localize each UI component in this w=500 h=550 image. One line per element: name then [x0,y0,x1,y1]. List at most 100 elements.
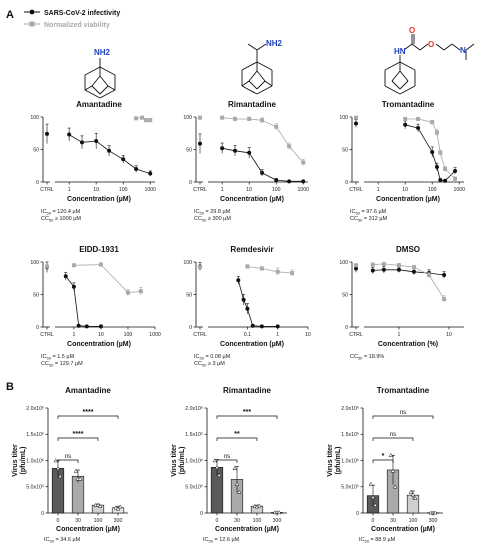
dose-tromantadine-ytick-50: 50 [342,147,348,153]
dose-amantadine-viability-point [134,116,139,121]
titer-rimantadine-xtick-0: 0 [216,518,219,524]
dose-rimantadine-ytick-0: 0 [189,180,192,186]
amantadine-structure: NH2 [84,48,116,99]
dose-tromantadine-axes [351,117,464,183]
tromantadine-hn-label: HN [394,47,406,56]
titer-rimantadine-xlabel: Concentration (µM) [215,526,279,533]
panel-b-label: B [6,381,14,393]
dose-amantadine-xtick-1: 1 [68,187,71,193]
titer-amantadine-ytick-0: 0 [41,511,44,517]
titer-amantadine-point-0 [57,473,63,478]
dose-eidd-1931-plot: EIDD-1931 0 50 100 CTRL 1 10 100 1000 Concentrati… [30,245,161,368]
dose-tromantadine-title: Tromantadine [382,100,435,109]
titer-tromantadine-xlabel: Concentration (µM) [371,526,435,533]
dose-dmso-viability-point [381,261,386,266]
titer-rimantadine-plot: Rimantadine 0 5.0x10⁵ 1.0x10⁶ 1.5x10⁶ 2.0x10⁶… [171,386,287,544]
tromantadine-amine-n-label: N [460,46,466,55]
titer-amantadine-comparison-label-0: ns [65,454,71,460]
tromantadine-ether-o-label: O [428,40,434,49]
dose-tromantadine-viability-point [354,115,358,120]
titer-amantadine-ytick-2: 1.0x10⁶ [26,458,44,464]
titer-rimantadine-xtick-100: 100 [253,518,262,524]
titer-rimantadine-ytick-4: 2.0x10⁶ [185,406,203,412]
dose-amantadine-xtick-10: 10 [93,187,99,193]
dose-dmso-xtick-ctrl: CTRL [349,332,363,338]
dose-eidd-1931-viability-point [138,289,143,294]
dose-remdesivir-footnote-1: CC50 ≥ 3 µM [194,361,225,368]
titer-tromantadine-xtick-30: 30 [390,518,396,524]
titer-rimantadine-comparison-bracket-2 [216,415,278,419]
dose-dmso-viability-point [442,297,447,302]
titer-tromantadine-point-30 [388,452,394,457]
titer-rimantadine-comparison-label-2: *** [243,409,251,416]
dose-amantadine-title: Amantadine [76,100,122,109]
dose-tromantadine-infectivity-point [438,178,443,183]
dose-rimantadine-xtick-1000: 1000 [297,187,309,193]
dose-rimantadine-footnote-1: CC50 ≥ 300 µM [194,216,231,223]
titer-amantadine-xtick-100: 100 [94,518,103,524]
dose-tromantadine-xlabel: Concentration (µM) [376,196,440,203]
dose-rimantadine-viability-curve [222,117,304,163]
dose-dmso-viability-point [370,262,375,267]
dose-dmso-infectivity-point [396,267,401,272]
tromantadine-carbonyl-o-label: O [409,26,415,35]
dose-tromantadine-plot: Tromantadine 0 50 100 CTRL 1 10 100 1000 Concentr… [339,100,465,223]
tromantadine-structure: HN O O N [384,26,475,95]
dose-rimantadine-infectivity-point [220,146,225,151]
titer-amantadine-ylabel: Virus titer(pfu/mL) [12,444,27,477]
dose-eidd-1931-xtick-10: 10 [98,332,104,338]
dose-rimantadine-viability-point [233,116,238,121]
dose-eidd-1931-ytick-0: 0 [36,325,39,331]
titer-tromantadine-ytick-0: 0 [356,511,359,517]
dose-dmso-xlabel: Concentration (%) [378,341,438,348]
dose-amantadine-axes [42,117,155,183]
dose-rimantadine-xtick-1: 1 [221,187,224,193]
dose-remdesivir-viability-point [198,265,202,270]
dose-rimantadine-viability-point [247,116,252,121]
titer-tromantadine-point-100 [412,495,418,500]
legend-viability-marker [29,21,35,27]
dose-rimantadine-infectivity-point [247,150,252,155]
dose-tromantadine-footnote-0: IC50 = 97.6 µM [350,209,387,216]
titer-tromantadine-point-100 [410,492,416,497]
dose-amantadine-infectivity-point [134,167,139,171]
dose-dmso-infectivity-point [442,273,447,277]
dose-dmso-viability-point [396,263,401,268]
dose-amantadine-ytick-50: 50 [33,147,39,153]
titer-amantadine-xtick-0: 0 [57,518,60,524]
dose-tromantadine-ytick-100: 100 [339,115,348,121]
dose-amantadine-infectivity-point [80,140,85,145]
titer-amantadine-point-0 [55,466,61,471]
titer-tromantadine-point-100 [408,489,414,494]
dose-amantadine-xlabel: Concentration (µM) [67,196,131,203]
dose-eidd-1931-axes [42,262,155,328]
titer-rimantadine-xtick-300: 300 [273,518,282,524]
dose-tromantadine-viability-point [453,176,458,181]
titer-rimantadine-comparison-bracket-0 [216,459,238,463]
titer-amantadine-point-30 [77,476,83,481]
dose-amantadine-infectivity-point [121,157,126,162]
dose-rimantadine-infectivity-point [260,170,265,175]
titer-rimantadine-point-0 [214,465,220,469]
rimantadine-structure: NH2 [241,39,283,95]
titer-tromantadine-comparison-label-1: ns [390,432,396,438]
dose-remdesivir-viability-point [245,264,250,269]
dose-dmso-infectivity-point [370,268,375,273]
amantadine-nh2-label: NH2 [94,48,111,57]
dose-tromantadine-xtick-1000: 1000 [453,187,465,193]
dose-tromantadine-viability-point [403,116,408,121]
titer-tromantadine-point-300 [432,510,438,515]
dose-amantadine-plot: Amantadine 0 50 100 CTRL 1 10 100 1000 Concentrat… [30,100,156,223]
dose-rimantadine-infectivity-point [287,179,292,184]
titer-tromantadine-point-30 [392,484,398,489]
dose-rimantadine-xlabel: Concentration (µM) [220,196,284,203]
titer-amantadine-xlabel: Concentration (µM) [56,526,120,533]
titer-amantadine-xtick-30: 30 [75,518,81,524]
dose-rimantadine-infectivity-point [301,179,306,184]
titer-tromantadine-point-0 [370,494,376,499]
dose-remdesivir-infectivity-point [241,297,246,302]
titer-tromantadine-comparison-bracket-2 [372,415,434,419]
dose-dmso-viability-point [354,263,358,268]
dose-tromantadine-viability-point [443,167,448,171]
